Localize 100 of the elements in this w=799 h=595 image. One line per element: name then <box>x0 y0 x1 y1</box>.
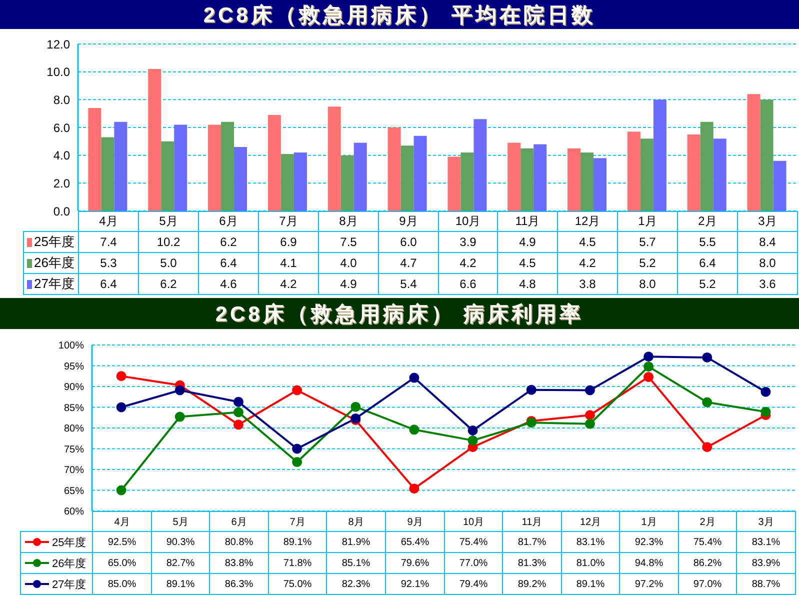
x-tick-label: 9月 <box>399 213 418 230</box>
x-tick-label: 8月 <box>348 516 364 528</box>
x-tick-label: 1月 <box>641 516 657 528</box>
bar <box>687 134 700 211</box>
bar <box>747 94 760 211</box>
legend-label: 26年度 <box>34 254 74 272</box>
data-label: 4.5 <box>519 256 536 270</box>
data-label: 4.8 <box>519 277 536 291</box>
data-label: 85.1% <box>342 558 370 568</box>
data-label: 3.9 <box>460 235 476 249</box>
point <box>526 384 536 395</box>
data-label: 83.1% <box>576 536 605 548</box>
data-label: 7.5 <box>340 235 357 249</box>
point <box>584 385 595 396</box>
bar <box>174 124 188 211</box>
data-label: 4.1 <box>280 256 297 270</box>
data-label: 75.4% <box>693 536 722 548</box>
y-tick-label: 0.0 <box>53 204 70 218</box>
y-tick-label: 75% <box>64 444 84 456</box>
bar <box>114 122 128 211</box>
data-label: 8.0 <box>759 256 776 270</box>
data-label: 81.3% <box>518 558 546 568</box>
data-label: 89.1% <box>166 578 195 590</box>
chart-title: 2C8床（救急用病床） 平均在院日数 <box>203 2 596 28</box>
point <box>760 386 771 397</box>
data-label: 5.5 <box>699 235 716 249</box>
data-label: 6.4 <box>100 277 117 291</box>
data-label: 4.2 <box>460 256 476 270</box>
bar <box>221 122 234 211</box>
data-label: 5.0 <box>160 256 177 270</box>
bar <box>640 138 654 211</box>
bar <box>208 124 222 211</box>
data-label: 5.2 <box>639 256 656 270</box>
x-tick-label: 5月 <box>172 516 188 528</box>
data-label: 5.4 <box>400 277 417 291</box>
point <box>468 425 478 436</box>
data-label: 81.7% <box>518 536 546 548</box>
bar <box>294 152 307 211</box>
x-tick-label: 11月 <box>522 516 542 528</box>
data-label: 6.0 <box>400 235 417 249</box>
data-label: 97.2% <box>634 578 664 590</box>
point <box>292 457 302 468</box>
point <box>702 352 712 362</box>
bar <box>414 136 427 211</box>
point <box>116 371 126 382</box>
data-label: 7.4 <box>100 235 117 249</box>
data-label: 92.5% <box>108 536 136 548</box>
y-tick-label: 10.0 <box>46 65 70 80</box>
bar <box>354 142 367 211</box>
data-label: 6.4 <box>220 256 237 270</box>
bar <box>568 148 581 211</box>
data-label: 88.7% <box>752 578 780 590</box>
y-tick-label: 65% <box>64 486 84 497</box>
data-label: 75.4% <box>459 536 488 548</box>
legend-label: 27年度 <box>52 578 86 592</box>
y-tick-label: 70% <box>64 465 84 476</box>
x-tick-label: 12月 <box>580 516 602 528</box>
data-label: 75.0% <box>283 578 312 590</box>
bar <box>101 137 114 211</box>
bar <box>508 142 521 211</box>
data-label: 4.6 <box>220 277 237 291</box>
data-label: 83.1% <box>752 536 780 548</box>
data-label: 8.0 <box>639 277 656 291</box>
point <box>468 435 478 446</box>
legend-label: 27年度 <box>34 275 74 293</box>
data-label: 80.8% <box>224 536 254 548</box>
point <box>116 485 126 496</box>
y-tick-label: 2.0 <box>53 176 70 190</box>
data-label: 5.2 <box>699 277 716 291</box>
bar <box>594 158 607 211</box>
x-tick-label: 3月 <box>758 516 774 528</box>
data-label: 90.3% <box>166 536 195 548</box>
data-label: 71.8% <box>283 558 312 568</box>
bar <box>760 100 774 211</box>
data-label: 5.7 <box>639 235 656 249</box>
point <box>233 407 244 418</box>
data-label: 89.1% <box>283 536 312 548</box>
legend-label: 25年度 <box>52 536 86 550</box>
y-tick-label: 60% <box>64 506 84 518</box>
data-label: 79.6% <box>400 558 430 568</box>
point <box>116 402 126 412</box>
data-label: 4.9 <box>340 277 357 291</box>
legend-label: 25年度 <box>34 233 74 251</box>
bar <box>400 146 414 211</box>
data-label: 3.6 <box>759 277 776 291</box>
data-label: 89.1% <box>576 578 605 590</box>
bar <box>580 152 594 211</box>
data-label: 65.0% <box>108 558 136 568</box>
y-tick-label: 4.0 <box>53 148 70 163</box>
y-tick-label: 95% <box>64 361 84 372</box>
point <box>644 352 654 362</box>
bar <box>653 100 666 211</box>
x-tick-label: 11月 <box>515 213 540 230</box>
data-label: 4.0 <box>340 256 357 270</box>
y-tick-label: 100% <box>58 340 84 352</box>
point <box>292 385 302 396</box>
y-tick-label: 90% <box>64 382 84 394</box>
data-label: 65.4% <box>400 536 430 548</box>
bar <box>700 122 714 211</box>
data-label: 6.9 <box>280 235 297 249</box>
